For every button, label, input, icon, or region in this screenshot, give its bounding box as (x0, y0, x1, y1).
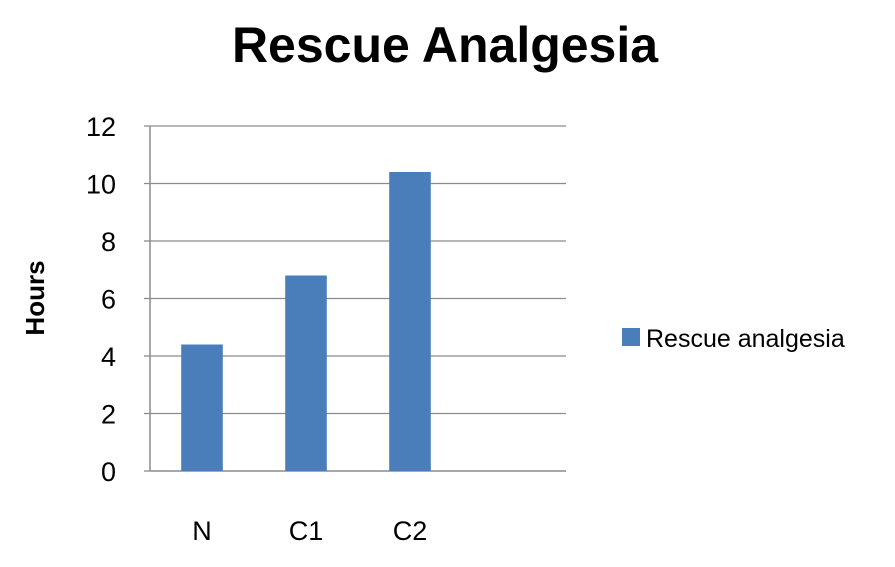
y-axis-label: Hours (20, 260, 50, 335)
x-tick-label: N (192, 516, 212, 546)
y-tick-label: 12 (86, 112, 116, 142)
y-tick-label: 6 (101, 285, 116, 315)
y-tick-label: 4 (101, 342, 116, 372)
x-tick-label: C1 (289, 516, 324, 546)
bar-c2 (389, 172, 431, 471)
y-tick-label: 10 (86, 170, 116, 200)
legend-label: Rescue analgesia (646, 325, 845, 353)
legend-swatch (622, 328, 640, 346)
chart-title: Rescue Analgesia (232, 17, 659, 73)
bar-c1 (285, 275, 327, 471)
y-tick-label: 8 (101, 227, 116, 257)
bar-n (181, 344, 223, 471)
bars (181, 172, 431, 471)
y-tick-label: 0 (101, 457, 116, 487)
legend: Rescue analgesia (622, 325, 845, 353)
x-tick-label: C2 (393, 516, 428, 546)
y-tick-labels: 0 2 4 6 8 10 12 (86, 112, 116, 487)
x-tick-labels: N C1 C2 (192, 516, 427, 546)
y-tick-label: 2 (101, 400, 116, 430)
